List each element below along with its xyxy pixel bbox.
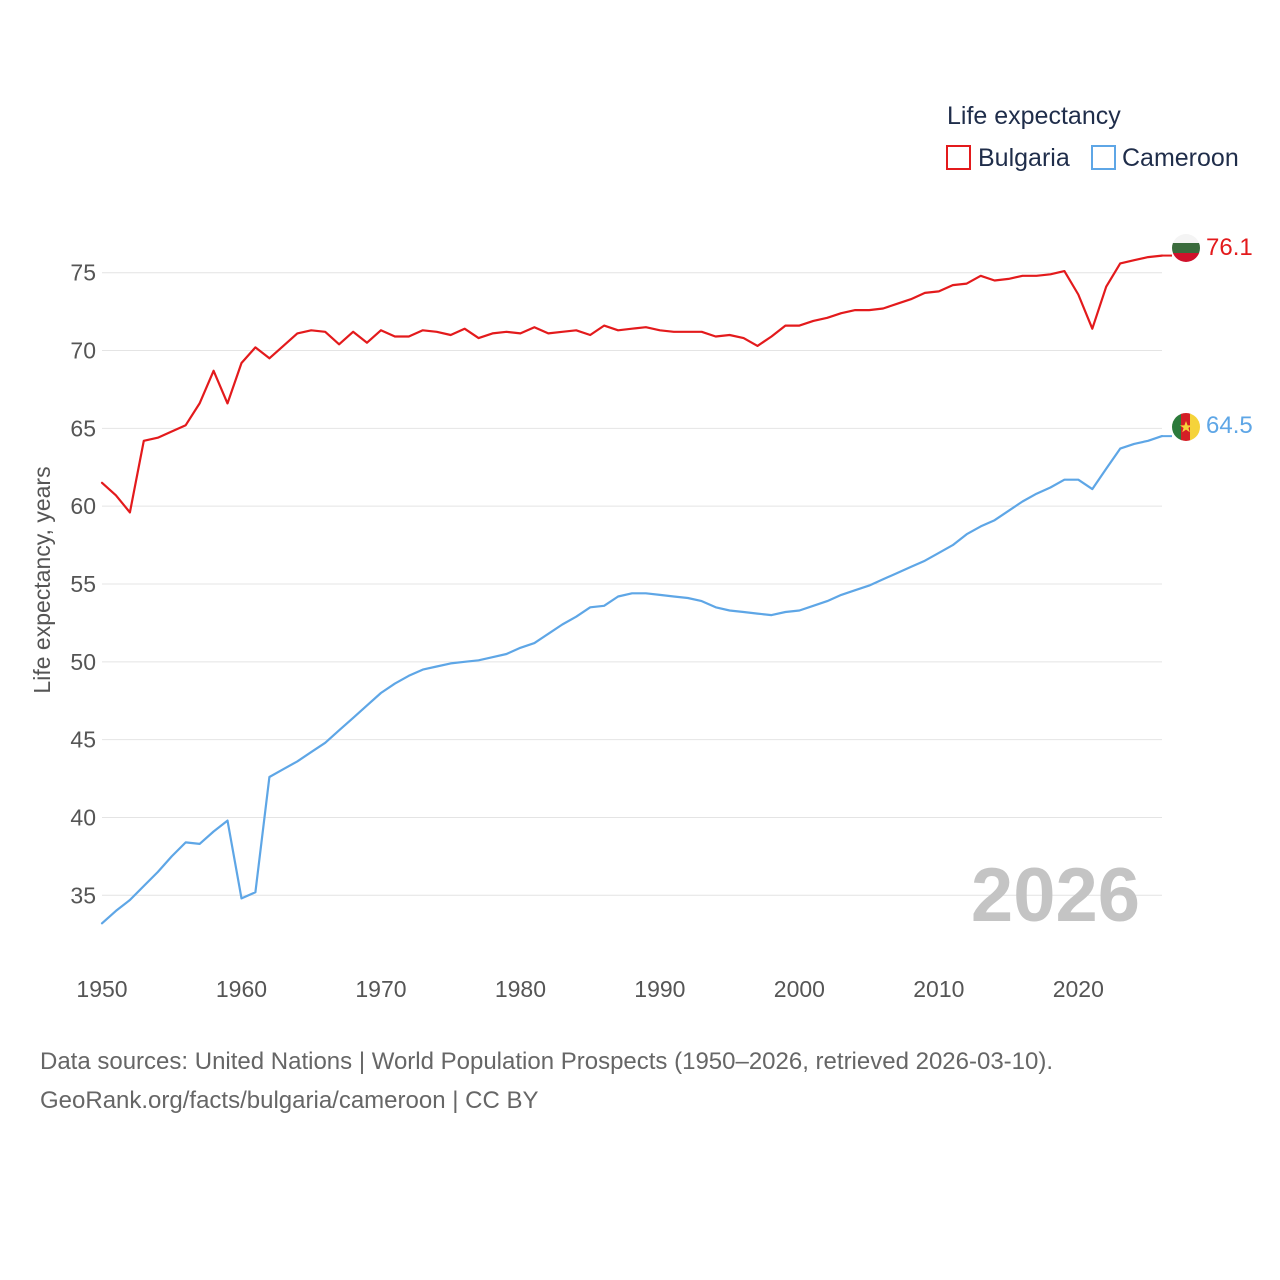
x-tick-label: 1970 (355, 976, 406, 1002)
y-tick-label: 70 (70, 338, 96, 364)
gridlines (102, 272, 1162, 896)
x-tick-label: 2000 (774, 976, 825, 1002)
data-source-note: Data sources: United Nations | World Pop… (40, 1042, 1053, 1120)
series-line-bulgaria[interactable] (100, 254, 1164, 514)
y-tick-label: 60 (70, 493, 96, 519)
y-tick-label: 45 (70, 727, 96, 753)
series-end-bulgaria: 76.1 (1162, 234, 1253, 262)
legend: Life expectancy Bulgaria Cameroon (946, 102, 1239, 172)
x-axis-ticks: 1950 1960 1970 1980 1990 2000 2010 2020 (76, 976, 1103, 1002)
legend-label-cameroon[interactable]: Cameroon (1122, 144, 1239, 172)
x-tick-label: 1960 (216, 976, 267, 1002)
y-axis-ticks: 35 40 45 50 55 60 65 70 75 (70, 260, 96, 909)
end-value-bulgaria: 76.1 (1206, 234, 1253, 261)
life-expectancy-chart: Life expectancy Bulgaria Cameroon 35 40 45… (29, 102, 1253, 1002)
legend-swatch-cameroon[interactable] (1091, 145, 1116, 170)
x-tick-label: 2020 (1053, 976, 1104, 1002)
legend-title: Life expectancy (947, 102, 1121, 130)
x-tick-label: 1980 (495, 976, 546, 1002)
series-line-cameroon[interactable] (100, 435, 1164, 925)
y-tick-label: 65 (70, 415, 96, 441)
series-lines (100, 254, 1164, 925)
y-tick-label: 40 (70, 804, 96, 830)
y-tick-label: 55 (70, 571, 96, 597)
end-value-cameroon: 64.5 (1206, 412, 1253, 439)
series-end-cameroon: 64.5 (1162, 412, 1253, 441)
bulgaria-flag-icon (1172, 234, 1200, 262)
cameroon-flag-icon (1172, 413, 1200, 441)
source-line-1: Data sources: United Nations | World Pop… (40, 1048, 1054, 1075)
y-tick-label: 35 (70, 882, 96, 908)
x-tick-label: 1950 (76, 976, 127, 1002)
y-tick-label: 50 (70, 649, 96, 675)
x-tick-label: 2010 (913, 976, 964, 1002)
y-axis-title: Life expectancy, years (29, 466, 55, 693)
x-tick-label: 1990 (634, 976, 685, 1002)
legend-label-bulgaria[interactable]: Bulgaria (978, 144, 1070, 172)
source-line-2: GeoRank.org/facts/bulgaria/cameroon | CC… (40, 1087, 539, 1114)
y-tick-label: 75 (70, 260, 96, 286)
year-watermark: 2026 (971, 853, 1140, 938)
legend-swatch-bulgaria[interactable] (946, 145, 971, 170)
